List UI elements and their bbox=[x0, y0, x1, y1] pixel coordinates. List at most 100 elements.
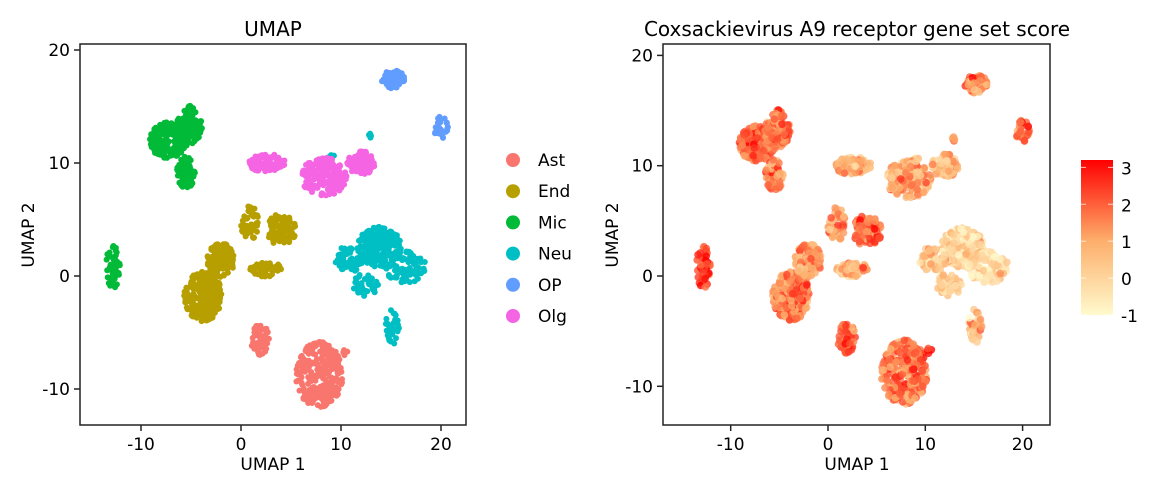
point-score bbox=[778, 294, 786, 303]
y-axis-label: UMAP 2 bbox=[19, 202, 39, 267]
point-score bbox=[787, 296, 795, 305]
point-score bbox=[808, 264, 816, 273]
point-score bbox=[883, 376, 891, 385]
point-ast bbox=[312, 343, 319, 350]
point-mic bbox=[188, 180, 195, 187]
point-olg bbox=[322, 171, 329, 178]
point-score bbox=[885, 355, 894, 364]
point-score bbox=[790, 307, 798, 316]
point-score bbox=[825, 225, 834, 234]
point-neu bbox=[376, 236, 383, 243]
point-end bbox=[194, 286, 201, 293]
point-score bbox=[846, 339, 854, 348]
point-score bbox=[976, 315, 985, 324]
point-mic bbox=[174, 151, 181, 158]
point-olg bbox=[322, 160, 329, 167]
legend-label: OP bbox=[538, 276, 562, 296]
point-mic bbox=[150, 139, 157, 146]
point-score bbox=[953, 165, 962, 173]
point-end bbox=[198, 317, 205, 324]
point-end bbox=[210, 305, 217, 311]
point-score bbox=[796, 294, 804, 303]
point-score bbox=[965, 314, 974, 322]
point-end bbox=[241, 213, 248, 220]
point-end bbox=[266, 273, 273, 280]
point-neu bbox=[393, 335, 399, 342]
point-ast bbox=[314, 361, 321, 368]
point-mic bbox=[174, 164, 181, 171]
point-score bbox=[940, 252, 948, 261]
point-ast bbox=[330, 378, 337, 385]
point-end bbox=[184, 290, 191, 297]
point-olg bbox=[306, 159, 313, 166]
point-ast bbox=[327, 398, 334, 405]
point-neu bbox=[403, 267, 410, 274]
point-neu bbox=[355, 282, 361, 289]
point-op bbox=[388, 75, 394, 82]
point-score bbox=[903, 356, 912, 364]
point-end bbox=[292, 223, 299, 230]
point-score bbox=[959, 228, 968, 237]
point-score bbox=[778, 120, 786, 128]
point-neu bbox=[414, 255, 421, 262]
point-olg bbox=[362, 165, 368, 172]
point-neu bbox=[368, 132, 374, 139]
point-mic bbox=[109, 269, 116, 276]
point-score bbox=[908, 180, 916, 189]
point-op bbox=[401, 76, 408, 83]
point-ast bbox=[319, 374, 326, 381]
point-neu bbox=[358, 260, 365, 267]
point-end bbox=[274, 264, 281, 271]
point-end bbox=[254, 212, 261, 219]
chart-title: Coxsackievirus A9 receptor gene set scor… bbox=[644, 17, 1070, 41]
point-score bbox=[951, 281, 960, 290]
point-neu bbox=[391, 232, 398, 239]
point-olg bbox=[329, 184, 336, 191]
point-neu bbox=[393, 272, 400, 279]
point-score bbox=[926, 246, 934, 254]
point-mic bbox=[193, 127, 200, 134]
point-ast bbox=[294, 362, 301, 369]
point-score bbox=[756, 154, 765, 163]
y-tick-label: 20 bbox=[631, 46, 653, 66]
point-score bbox=[703, 260, 711, 268]
point-olg bbox=[266, 154, 273, 161]
point-score bbox=[831, 204, 839, 212]
colorbar-label: 2 bbox=[1121, 196, 1132, 216]
x-axis-label: UMAP 1 bbox=[824, 455, 889, 475]
point-score bbox=[976, 77, 984, 85]
point-op bbox=[395, 68, 402, 75]
y-tick-label: -10 bbox=[42, 380, 70, 400]
point-score bbox=[950, 256, 959, 265]
point-neu bbox=[386, 243, 393, 250]
point-olg bbox=[266, 167, 273, 174]
point-mic bbox=[186, 132, 193, 139]
point-olg bbox=[309, 189, 315, 195]
point-mic bbox=[151, 128, 158, 135]
point-olg bbox=[330, 189, 337, 196]
point-score bbox=[764, 123, 772, 132]
point-ast bbox=[324, 368, 331, 375]
point-neu bbox=[393, 263, 400, 270]
point-ast bbox=[325, 342, 332, 349]
point-score bbox=[771, 144, 779, 153]
point-score bbox=[850, 264, 858, 273]
point-score bbox=[780, 311, 789, 319]
point-op bbox=[394, 73, 401, 80]
point-score bbox=[807, 254, 815, 263]
point-mic bbox=[114, 270, 121, 277]
point-score bbox=[871, 217, 879, 226]
point-score bbox=[750, 144, 758, 152]
point-mic bbox=[162, 142, 169, 148]
point-mic bbox=[172, 144, 178, 151]
point-score bbox=[996, 255, 1004, 263]
point-mic bbox=[104, 274, 111, 281]
point-score bbox=[919, 252, 928, 261]
point-ast bbox=[337, 365, 344, 371]
point-end bbox=[260, 271, 267, 277]
point-olg bbox=[360, 155, 367, 161]
point-end bbox=[252, 265, 259, 272]
point-score bbox=[908, 377, 917, 385]
point-score bbox=[962, 250, 970, 258]
point-score bbox=[740, 152, 749, 160]
